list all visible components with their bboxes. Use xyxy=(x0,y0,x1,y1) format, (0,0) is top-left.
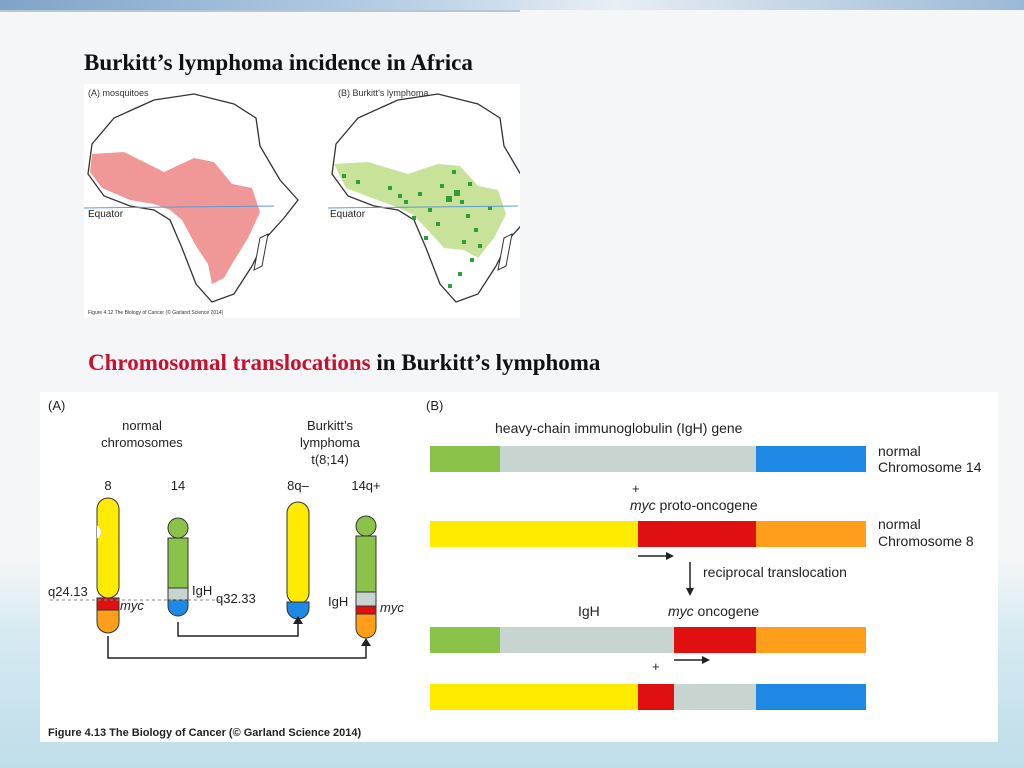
heading-translocations: Chromosomal translocations in Burkitt’s … xyxy=(88,350,600,376)
translocation-svg: (A) normal chromosomes Burkitt’s lymphom… xyxy=(48,398,982,739)
normal-chr8-label-2: Chromosome 8 xyxy=(878,533,974,549)
burkitt-label-1: Burkitt’s xyxy=(307,418,353,433)
top-banner xyxy=(0,0,1024,10)
bar-translocated-14q xyxy=(430,627,866,653)
igh-label-b: IgH xyxy=(578,603,600,619)
equator-label-a: Equator xyxy=(88,209,124,220)
normal-label-2: chromosomes xyxy=(101,435,183,450)
bar-normal-chr14 xyxy=(430,446,866,472)
chr8-label: 8 xyxy=(104,478,111,493)
panel-b-label: (B) Burkitt’s lymphoma xyxy=(338,88,428,98)
figure-413-caption: Figure 4.13 The Biology of Cancer (© Gar… xyxy=(48,727,361,739)
chromosome-8 xyxy=(96,497,120,634)
figure-412-caption: Figure 4.12 The Biology of Cancer (© Gar… xyxy=(88,309,224,316)
top-rule xyxy=(0,10,520,12)
figure-translocation: (A) normal chromosomes Burkitt’s lymphom… xyxy=(40,392,998,742)
africa-maps-svg: (A) mosquitoes Equator (B) Burkitt’s lym… xyxy=(83,88,543,316)
panel-b-title: (B) xyxy=(426,398,443,413)
chr8q-label: 8q– xyxy=(287,478,309,493)
bar-translocated-8q xyxy=(430,684,866,710)
myc-oncogene-label: myc oncogene xyxy=(668,603,759,619)
figure-africa-maps: (A) mosquitoes Equator (B) Burkitt’s lym… xyxy=(83,84,543,318)
normal-label-1: normal xyxy=(122,418,162,433)
chr14-label: 14 xyxy=(171,478,185,493)
mosquito-region xyxy=(90,152,260,284)
chromosome-8q xyxy=(286,501,310,620)
chr14q-label: 14q+ xyxy=(351,478,380,493)
chromosome-14q xyxy=(355,515,377,639)
bar-normal-chr8 xyxy=(430,521,866,547)
q3233-label: q32.33 xyxy=(216,591,256,606)
normal-chr14-label-1: normal xyxy=(878,443,921,459)
equator-label-b: Equator xyxy=(330,209,366,220)
panel-a-title: (A) xyxy=(48,398,65,413)
igh-label-14q: IgH xyxy=(328,594,348,609)
plus-sign-2: + xyxy=(652,659,660,674)
chromosome-14 xyxy=(167,517,189,617)
arrow-14-to-8q xyxy=(177,620,299,637)
map-mosquitoes xyxy=(87,93,299,303)
reciprocal-translocation-label: reciprocal translocation xyxy=(703,564,847,580)
igh-gene-label: heavy-chain immunoglobulin (IgH) gene xyxy=(495,420,743,436)
heading-translocations-red: Chromosomal translocations xyxy=(88,350,371,375)
myc-label-8: myc xyxy=(120,598,144,613)
myc-label-14q: myc xyxy=(380,600,404,615)
myc-proto-oncogene-label: myc proto-oncogene xyxy=(630,497,758,513)
igh-label-14: IgH xyxy=(192,583,212,598)
lymphoma-cases xyxy=(342,170,492,288)
burkitt-label-3: t(8;14) xyxy=(311,452,349,467)
q2413-label: q24.13 xyxy=(48,584,88,599)
arrow-8-to-14q xyxy=(107,636,367,659)
normal-chr14-label-2: Chromosome 14 xyxy=(878,459,982,475)
equator-line-b xyxy=(327,205,519,209)
plus-sign-1: + xyxy=(632,481,640,496)
lymphoma-region xyxy=(334,162,506,258)
heading-africa-incidence: Burkitt’s lymphoma incidence in Africa xyxy=(84,50,473,75)
panel-a-label: (A) mosquitoes xyxy=(88,88,149,98)
map-lymphoma xyxy=(331,93,543,303)
burkitt-label-2: lymphoma xyxy=(300,435,361,450)
equator-line-a xyxy=(83,205,275,209)
normal-chr8-label-1: normal xyxy=(878,516,921,532)
heading-translocations-rest: in Burkitt’s lymphoma xyxy=(370,350,601,375)
